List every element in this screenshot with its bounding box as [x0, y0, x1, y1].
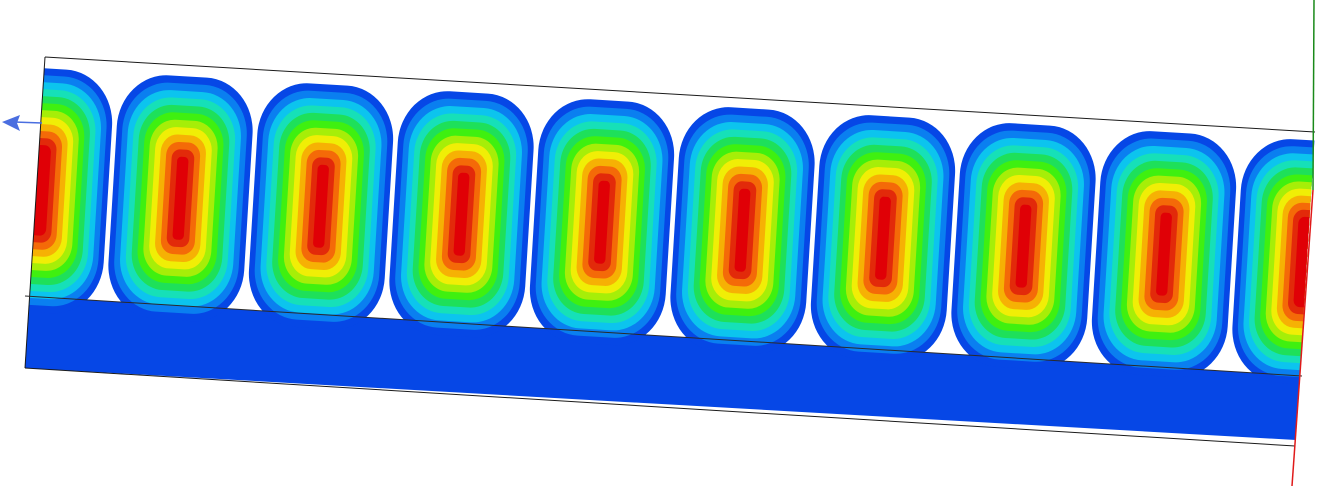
slab-bottom-edge: [24, 367, 1296, 447]
contour-hotspot: [389, 91, 534, 338]
contour-hotspot: [670, 107, 815, 354]
y-axis-line: [1312, 0, 1315, 191]
x-axis-arrow-icon: [2, 115, 20, 131]
contour-level: [1156, 212, 1172, 296]
contour-hotspot: [810, 115, 956, 362]
contour-hotspot: [951, 123, 1096, 370]
contour-hotspot: [1091, 131, 1237, 378]
contour-hotspot: [248, 83, 394, 330]
slab-frame: [24, 56, 1316, 447]
contour-hotspot: [529, 99, 675, 346]
x-axis-line: [13, 121, 43, 124]
slab-top-edge: [44, 56, 1316, 133]
slab-left-edge: [24, 56, 46, 369]
slab-mid-edge: [24, 295, 1303, 377]
contour-hotspot: [108, 75, 253, 322]
contour-level: [313, 164, 329, 248]
contour-hotspot: [1232, 139, 1315, 386]
contour-level: [172, 156, 189, 240]
contour-level: [594, 180, 610, 264]
contour-level: [734, 188, 751, 272]
contour-level: [875, 196, 891, 280]
contour-level: [1015, 204, 1032, 288]
contour-level: [453, 172, 470, 256]
field-lower-band: [25, 296, 1302, 440]
contour-hotspots: [25, 67, 1315, 386]
z-axis-line: [1291, 189, 1314, 486]
